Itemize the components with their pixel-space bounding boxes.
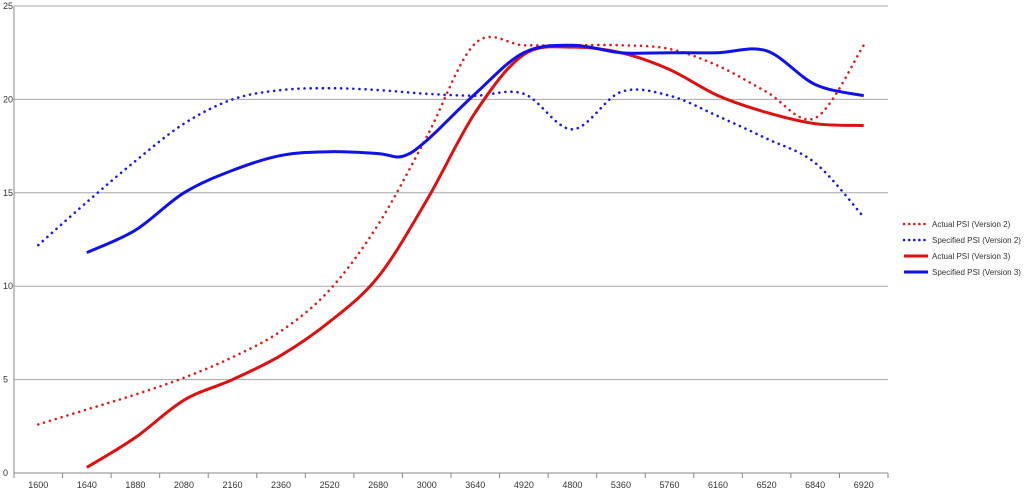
legend-label: Actual PSI (Version 3): [932, 252, 1011, 261]
x-tick-label: 2520: [320, 480, 340, 490]
x-tick-label: 6520: [757, 480, 777, 490]
x-tick-label: 1880: [125, 480, 145, 490]
series-lines: [36, 35, 866, 469]
y-tick-label: 0: [3, 468, 8, 478]
x-tick-label: 2160: [222, 480, 242, 490]
x-tick-label: 2360: [271, 480, 291, 490]
series-line-actual-psi-version-3: [86, 45, 864, 469]
x-tick-label: 6160: [708, 480, 728, 490]
series-line-specified-psi-version-3: [86, 43, 865, 254]
legend: Actual PSI (Version 2) Specified PSI (Ver…: [902, 220, 1021, 277]
x-tick-label: 1640: [77, 480, 97, 490]
y-tick-label: 25: [3, 1, 13, 11]
grid-lines: 0 5 10 15 20 25: [3, 1, 888, 478]
y-tick-label: 20: [3, 94, 13, 104]
x-tick-label: 3640: [465, 480, 485, 490]
x-tick-label: 2080: [174, 480, 194, 490]
y-tick-label: 15: [3, 188, 13, 198]
x-tick-label: 1600: [28, 480, 48, 490]
x-axis-ticks: 1600 1640 1880 2080 2160 2360 2520 2680 3000 3640…: [13, 473, 889, 490]
legend-label: Specified PSI (Version 2): [932, 236, 1021, 245]
y-tick-label: 10: [3, 281, 13, 291]
x-tick-label: 4800: [562, 480, 582, 490]
x-tick-label: 5360: [611, 480, 631, 490]
x-tick-label: 6920: [854, 480, 874, 490]
legend-label: Specified PSI (Version 3): [932, 268, 1021, 277]
x-tick-label: 2680: [368, 480, 388, 490]
x-tick-label: 3000: [417, 480, 437, 490]
x-tick-label: 5760: [659, 480, 679, 490]
series-line-specified-psi-version-2: [36, 86, 866, 247]
legend-label: Actual PSI (Version 2): [932, 220, 1011, 229]
y-tick-label: 5: [3, 375, 8, 385]
x-tick-label: 4920: [514, 480, 534, 490]
x-tick-label: 6840: [805, 480, 825, 490]
series-line-actual-psi-version-2: [36, 35, 866, 426]
